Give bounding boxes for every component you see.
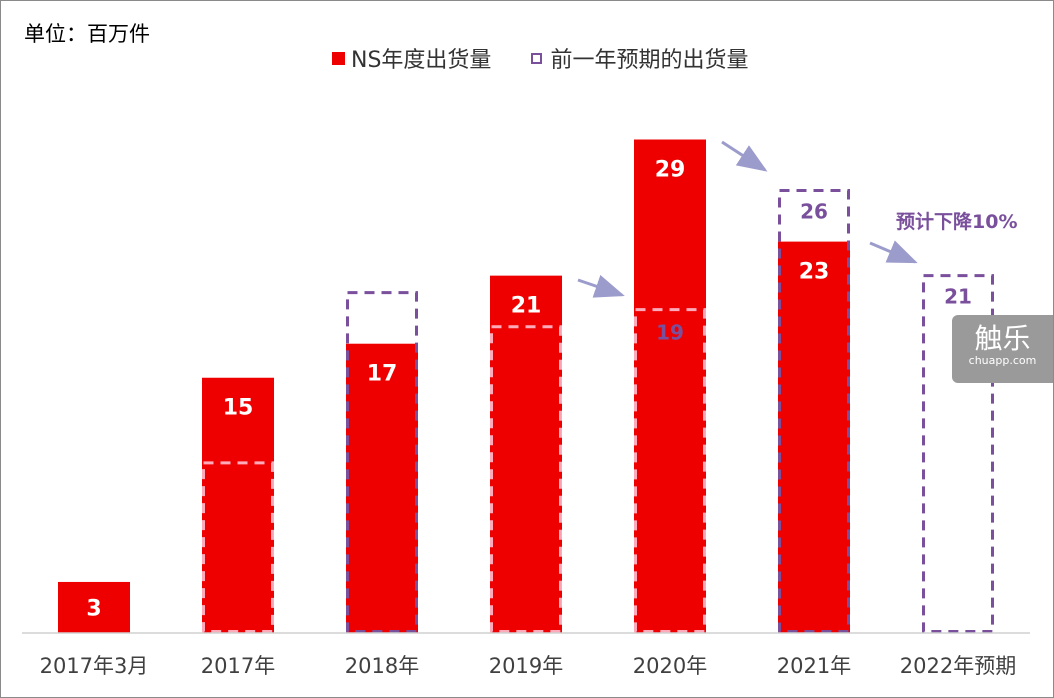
annotation-decline: 预计下降10% [896, 210, 1017, 233]
data-label-actual-0: 3 [86, 596, 101, 621]
x-tick-label-6: 2022年预期 [900, 654, 1016, 678]
chuapp-watermark: 触乐 chuapp.com [952, 315, 1053, 383]
bar-forecast-4 [634, 308, 706, 633]
x-tick-label-1: 2017年 [201, 654, 275, 678]
x-tick-label-3: 2019年 [489, 654, 563, 678]
bar-actual-3 [490, 275, 562, 633]
data-label-actual-1: 15 [223, 396, 254, 421]
legend-label-forecast: 前一年预期的出货量 [550, 48, 749, 73]
x-tick-label-4: 2020年 [633, 654, 707, 678]
bar-actual-2 [346, 343, 418, 633]
legend-label-actual: NS年度出货量 [351, 48, 492, 73]
trend-arrow-1 [721, 140, 768, 172]
data-label-actual-2: 17 [367, 362, 398, 387]
watermark-url: chuapp.com [968, 354, 1037, 367]
bar-actual-0 [58, 581, 130, 633]
data-label-actual-4: 29 [655, 158, 686, 183]
data-label-actual-3: 21 [511, 294, 542, 319]
bar-forecast-5 [778, 189, 850, 633]
data-label-forecast-5: 26 [800, 200, 828, 224]
legend-item-actual: NS年度出货量 [332, 42, 491, 74]
x-tick-label-5: 2021年 [777, 654, 851, 678]
unit-label: 单位：百万件 [24, 22, 150, 46]
bar-actual-1 [202, 377, 274, 633]
x-tick-label-0: 2017年3月 [40, 654, 149, 678]
data-label-forecast-6: 21 [944, 285, 972, 309]
legend-swatch-actual [332, 51, 345, 65]
watermark-title: 触乐 [974, 322, 1031, 355]
trend-arrow-2 [869, 240, 918, 264]
bar-forecast-1 [202, 461, 274, 633]
bar-forecast-3 [490, 325, 562, 633]
legend-swatch-forecast [531, 52, 543, 64]
bar-actual-4 [634, 139, 706, 633]
data-label-actual-5: 23 [799, 260, 830, 285]
legend: NS年度出货量 前一年预期的出货量 [332, 42, 788, 74]
trend-arrow-0 [577, 274, 625, 298]
bar-forecast-2 [346, 291, 418, 633]
bar-forecast-6 [922, 274, 994, 633]
data-label-forecast-4: 19 [656, 321, 684, 345]
x-tick-label-2: 2018年 [345, 654, 419, 678]
bar-actual-5 [778, 241, 850, 633]
legend-item-forecast: 前一年预期的出货量 [531, 42, 748, 74]
